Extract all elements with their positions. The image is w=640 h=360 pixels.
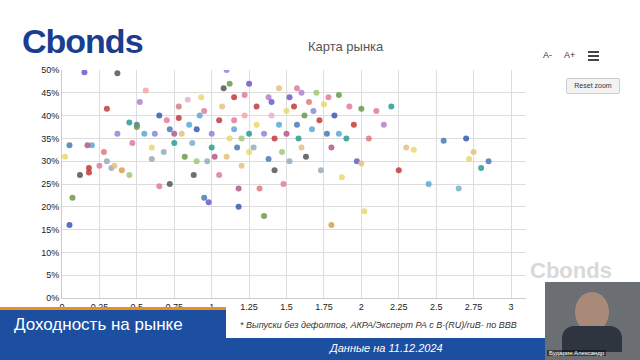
- svg-text:45%: 45%: [41, 88, 59, 98]
- svg-text:1.75: 1.75: [315, 302, 333, 312]
- svg-text:2.5: 2.5: [430, 302, 443, 312]
- html-text:Cbonds: Cbonds: [530, 258, 612, 283]
- html-text:A-: A-: [543, 50, 552, 60]
- svg-text:50%: 50%: [41, 65, 59, 75]
- svg-text:2.75: 2.75: [465, 302, 483, 312]
- html-text:Бударин Александр: Бударин Александр: [549, 350, 605, 356]
- html-text:* Выпуски без дефолтов, АКРА/Э: * Выпуски без дефолтов, АКРА/Эксперт РА …: [240, 320, 517, 330]
- svg-text:10%: 10%: [41, 248, 59, 258]
- svg-text:Карта рынка: Карта рынка: [308, 39, 384, 54]
- svg-text:2.25: 2.25: [390, 302, 408, 312]
- svg-text:5%: 5%: [46, 270, 59, 280]
- svg-text:1.5: 1.5: [280, 302, 293, 312]
- svg-text:0%: 0%: [46, 293, 59, 303]
- html-text:Reset zoom: Reset zoom: [574, 82, 612, 89]
- html-text:Данные на 11.12.2024: Данные на 11.12.2024: [330, 342, 443, 354]
- html-text:Доходность на рынке: Доходность на рынке: [14, 315, 183, 334]
- svg-text:2: 2: [359, 302, 364, 312]
- html-text:A+: A+: [564, 50, 576, 60]
- svg-text:30%: 30%: [41, 156, 59, 166]
- svg-text:40%: 40%: [41, 111, 59, 121]
- svg-text:25%: 25%: [41, 179, 59, 189]
- html-text:Cbonds: Cbonds: [22, 22, 143, 60]
- svg-text:1.25: 1.25: [240, 302, 258, 312]
- svg-text:3: 3: [509, 302, 514, 312]
- svg-text:20%: 20%: [41, 202, 59, 212]
- svg-text:15%: 15%: [41, 225, 59, 235]
- svg-text:35%: 35%: [41, 134, 59, 144]
